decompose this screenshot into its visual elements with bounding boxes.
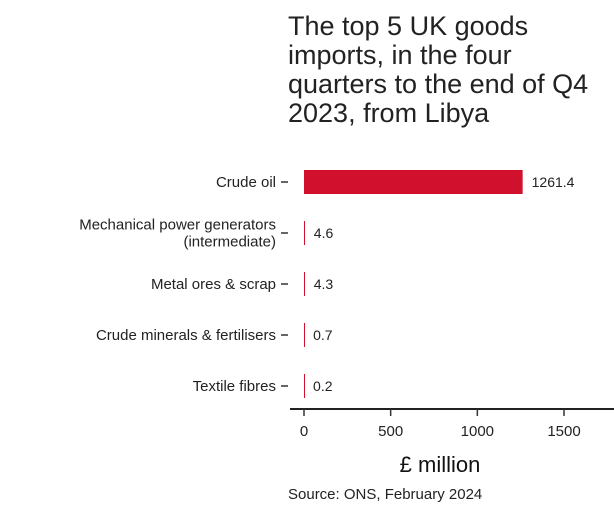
category-label: Mechanical power generators (intermediate… — [79, 217, 276, 251]
category-label: Metal ores & scrap — [151, 276, 276, 293]
bar — [304, 272, 305, 296]
x-tick-label: 1500 — [547, 423, 580, 440]
bar — [304, 170, 523, 194]
bar-chart: Crude oil Mechanical power generators (int… — [79, 170, 614, 477]
x-tick-label: 1000 — [461, 423, 494, 440]
value-label: 0.7 — [313, 327, 333, 343]
bar — [304, 221, 305, 245]
value-label: 1261.4 — [532, 174, 575, 190]
value-labels: 1261.4 4.6 4.3 0.7 0.2 — [313, 174, 575, 394]
value-label: 4.3 — [314, 276, 334, 292]
bar — [304, 323, 305, 347]
x-axis: 0 500 1000 1500 — [290, 408, 614, 440]
x-axis-title: £ million — [400, 452, 481, 477]
x-tick-label: 500 — [378, 423, 403, 440]
category-labels: Crude oil Mechanical power generators (int… — [79, 174, 288, 395]
category-label: Textile fibres — [193, 378, 276, 395]
x-tick-label: 0 — [300, 423, 308, 440]
bar — [304, 374, 305, 398]
source-note: Source: ONS, February 2024 — [288, 486, 483, 503]
category-label: Crude oil — [216, 174, 276, 191]
category-label: Crude minerals & fertilisers — [96, 327, 276, 344]
chart-title: The top 5 UK goods imports, in the four … — [288, 11, 589, 128]
value-label: 0.2 — [313, 378, 333, 394]
bars — [304, 170, 523, 398]
value-label: 4.6 — [314, 225, 334, 241]
